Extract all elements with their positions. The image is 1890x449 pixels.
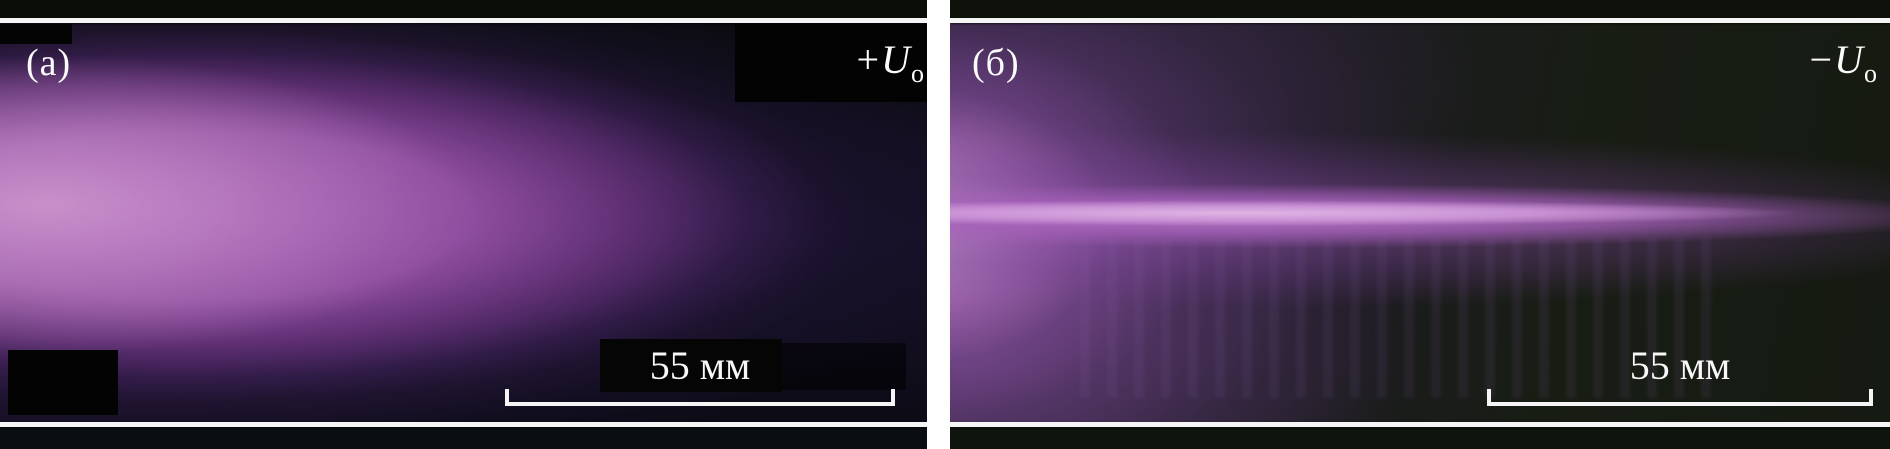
- tube-wall-line-top: [950, 18, 1890, 23]
- voltage-subscript: о: [911, 59, 924, 88]
- voltage-subscript: о: [1864, 59, 1877, 88]
- mask-patch: [0, 24, 72, 44]
- frame-strip-bottom: [950, 427, 1890, 449]
- voltage-label-negative: −Uо: [1809, 37, 1877, 87]
- scale-bar: 55 мм: [505, 346, 895, 406]
- panel-a: (а) +Uо 55 мм: [0, 0, 927, 449]
- frame-strip-top: [950, 0, 1890, 18]
- frame-strip-bottom: [0, 427, 927, 449]
- panel-label-b: (б): [972, 42, 1020, 84]
- voltage-symbol: U: [1834, 37, 1863, 82]
- voltage-sign: +: [856, 37, 880, 82]
- scale-bar-label: 55 мм: [1629, 343, 1731, 388]
- tube-wall-line-top: [0, 18, 927, 23]
- plasma-jet-photo-negative: [950, 0, 1890, 449]
- scale-bar-label: 55 мм: [649, 343, 751, 388]
- mask-patch: [600, 339, 782, 392]
- striation-artifacts: [1080, 238, 1720, 398]
- panel-label-a: (а): [26, 42, 72, 84]
- voltage-label-positive: +Uо: [856, 37, 924, 87]
- mask-patch: [8, 350, 118, 415]
- scale-bar-bracket: [1487, 389, 1873, 406]
- voltage-symbol: U: [881, 37, 910, 82]
- voltage-sign: −: [1809, 37, 1833, 82]
- panel-divider: [927, 0, 950, 449]
- panel-b: (б) −Uо 55 мм: [950, 0, 1890, 449]
- tube-wall-line-bottom: [950, 422, 1890, 427]
- scale-bar-bracket: [505, 389, 895, 406]
- mask-patch: [782, 343, 906, 390]
- frame-strip-top: [0, 0, 927, 18]
- tube-wall-line-bottom: [0, 422, 927, 427]
- mask-patch: [735, 24, 927, 102]
- scale-bar: 55 мм: [1487, 346, 1873, 406]
